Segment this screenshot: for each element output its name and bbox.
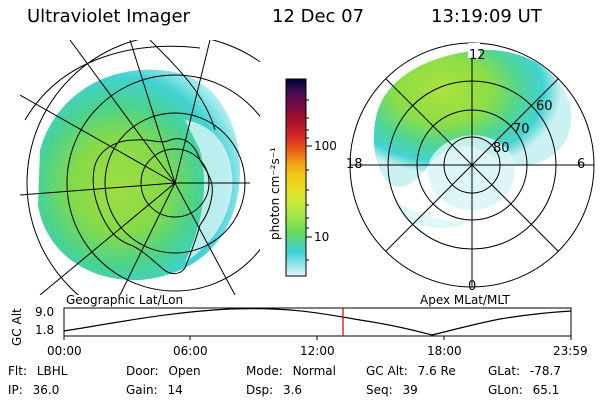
colorbar-unit-label: photon cm⁻²s⁻¹ [268, 147, 282, 240]
status-glon-value: 65.1 [532, 383, 560, 397]
apex-panel-caption: Apex MLat/MLT [420, 293, 510, 307]
status-mode: Mode: Normal [246, 364, 336, 378]
status-glat-key: GLat: [488, 364, 521, 378]
status-gain-value: 14 [167, 383, 183, 397]
observation-date: 12 Dec 07 [272, 6, 365, 27]
altitude-x-tick-0600: 06:00 [173, 344, 208, 358]
colorbar-ticks [306, 99, 312, 261]
status-gain: Gain: 14 [126, 383, 183, 397]
antarctica-coastline [92, 138, 213, 275]
mlt-label-6: 6 [577, 157, 585, 172]
status-ip: IP: 36.0 [8, 383, 59, 397]
status-door: Door: Open [126, 364, 201, 378]
altitude-y-label: GC Alt [10, 308, 24, 346]
altitude-x-ticks [63, 336, 572, 340]
status-gc-alt-key: GC Alt: [366, 364, 408, 378]
altitude-x-tick-1200: 12:00 [300, 344, 335, 358]
colorbar [285, 78, 307, 277]
mlt-label-0: 0 [468, 279, 476, 294]
status-seq: Seq: 39 [366, 383, 418, 397]
altitude-x-tick-1800: 18:00 [427, 344, 462, 358]
status-glat: GLat: -78.7 [488, 364, 561, 378]
status-gc-alt: GC Alt: 7.6 Re [366, 364, 456, 378]
status-door-value: Open [168, 364, 201, 378]
status-filter-key: Flt: [8, 364, 27, 378]
status-gain-key: Gain: [126, 383, 158, 397]
mlat-label-60: 60 [536, 99, 553, 114]
status-ip-key: IP: [8, 383, 23, 397]
status-ip-value: 36.0 [32, 383, 60, 397]
status-mode-key: Mode: [246, 364, 283, 378]
status-glon: GLon: 65.1 [488, 383, 559, 397]
observation-time: 13:19:09 UT [431, 6, 542, 27]
status-gc-alt-value: 7.6 Re [417, 364, 456, 378]
altitude-curve [63, 308, 572, 336]
mlat-label-70: 70 [513, 122, 530, 137]
altitude-plot-frame [63, 307, 572, 337]
altitude-plot [63, 307, 572, 340]
altitude-y-tick-max: 9.0 [35, 305, 55, 319]
geo-panel-caption: Geographic Lat/Lon [66, 293, 184, 307]
altitude-x-tick-0000: 00:00 [47, 344, 82, 358]
status-filter: Flt: LBHL [8, 364, 67, 378]
geo-graticule [20, 40, 260, 295]
status-door-key: Door: [126, 364, 159, 378]
geo-emission-speckle [185, 120, 233, 262]
status-seq-value: 39 [402, 383, 418, 397]
status-mode-value: Normal [292, 364, 336, 378]
apex-map [349, 42, 595, 288]
status-dsp-value: 3.6 [282, 383, 303, 397]
colorbar-tick-10: 10 [314, 230, 329, 244]
geographic-map [20, 40, 260, 295]
mlat-label-80: 80 [493, 141, 510, 156]
instrument-title: Ultraviolet Imager [27, 6, 190, 27]
status-filter-value: LBHL [36, 364, 68, 378]
mlt-label-12: 12 [469, 48, 486, 63]
apex-emission-fringe [392, 200, 470, 229]
status-seq-key: Seq: [366, 383, 393, 397]
status-dsp: Dsp: 3.6 [246, 383, 302, 397]
colorbar-tick-100: 100 [314, 139, 337, 153]
status-glon-key: GLon: [488, 383, 523, 397]
altitude-x-tick-2359: 23:59 [553, 344, 588, 358]
mlt-label-18: 18 [346, 157, 363, 172]
apex-grid [349, 42, 595, 288]
altitude-y-tick-min: 1.8 [35, 323, 55, 337]
status-dsp-key: Dsp: [246, 383, 274, 397]
status-glat-value: -78.7 [529, 364, 561, 378]
